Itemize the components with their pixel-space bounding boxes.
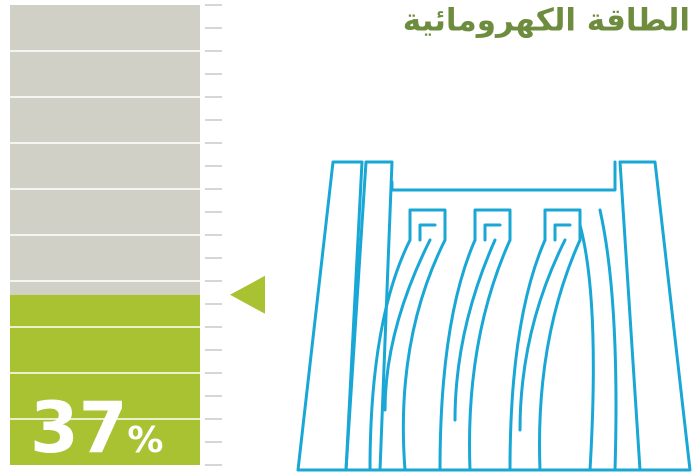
infographic: الطاقة الكهرومائية 37% <box>0 0 697 474</box>
value-pointer <box>230 276 265 314</box>
gauge-empty <box>10 5 200 295</box>
dam-illustration <box>298 162 690 470</box>
value-unit: % <box>127 420 163 461</box>
value-number: 37 <box>30 387 127 469</box>
chart-title: الطاقة الكهرومائية <box>403 3 690 39</box>
